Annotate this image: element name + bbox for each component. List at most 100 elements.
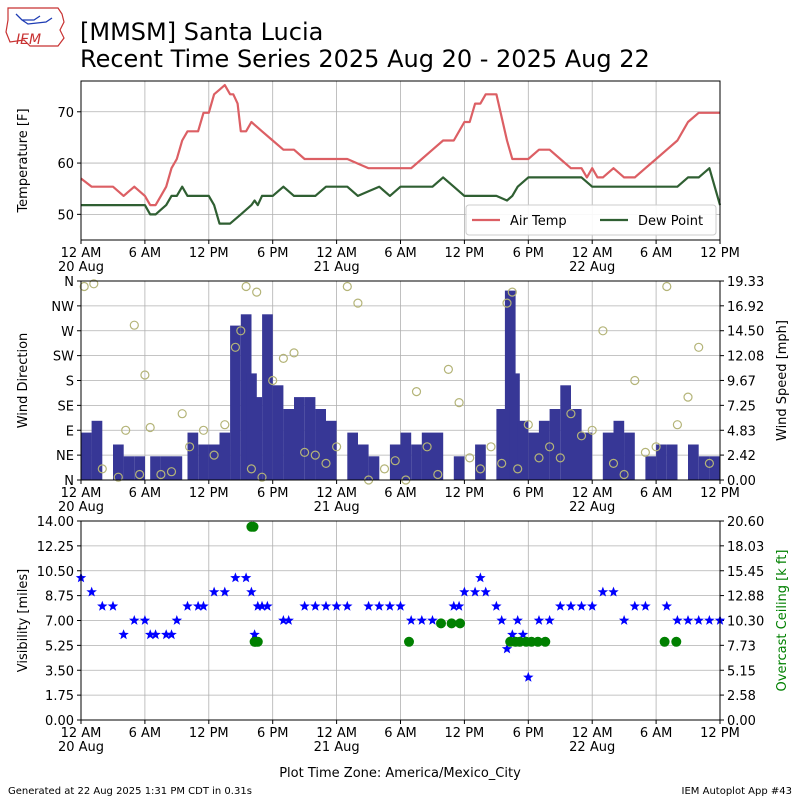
vis-y2-axis-label: Overcast Ceiling [k ft] (775, 550, 790, 692)
visibility-point (166, 629, 177, 640)
wind-speed-bar (400, 432, 412, 480)
wind-direction-point (640, 447, 651, 457)
wind-panel: 12 AM 6 AM 12 PM 6 PM 12 AM 6 AM 12 PM 6 PM 12 A… (16, 275, 790, 515)
temp-x-tick-label: 6 AM (129, 246, 162, 261)
wind-direction-point (166, 467, 177, 477)
wind-y-tick-label: N (64, 474, 74, 489)
wind-x-tick-label: 12 AM (572, 486, 613, 501)
wind-direction-point (566, 409, 576, 419)
vis-x-tick-label: 12 PM (700, 726, 740, 741)
wind-direction-point (156, 469, 166, 480)
wind-direction-point (390, 456, 400, 466)
wind-speed-bar (123, 456, 135, 480)
wind-direction-point (342, 281, 352, 292)
wind-y2-tick-label: 14.50 (727, 325, 764, 340)
visibility-point (283, 615, 294, 625)
wind-direction-point (230, 342, 240, 352)
visibility-point (278, 615, 289, 625)
ceiling-point (248, 521, 259, 532)
dew-point-line (81, 167, 722, 225)
vis-x-date-label: 22 Aug (569, 740, 615, 755)
visibility-point (512, 615, 523, 625)
vis-x-tick-label: 12 AM (316, 726, 357, 741)
wind-direction-point (576, 431, 587, 441)
temp-x-tick-label: 12 PM (445, 246, 485, 261)
visibility-point (198, 600, 209, 611)
ceiling-point (446, 618, 457, 629)
wind-y2-tick-label: 2.42 (727, 449, 756, 464)
ceiling-point (540, 636, 551, 647)
legend-label-air-temp: Air Temp (510, 214, 567, 229)
wind-speed-bar (432, 432, 444, 480)
wind-direction-point (433, 469, 443, 480)
wind-y2-tick-label: 19.33 (727, 275, 764, 290)
visibility-point (501, 643, 513, 654)
vis-x-tick-label: 6 AM (129, 726, 162, 741)
wind-speed-bar (656, 444, 667, 480)
wind-x-date-label: 22 Aug (569, 500, 615, 515)
visibility-point (256, 600, 268, 611)
wind-y2-tick-label: 4.83 (727, 424, 756, 439)
vis-x-tick-label: 12 PM (445, 726, 485, 741)
x-axis-label: Plot Time Zone: America/Mexico_City (279, 766, 521, 781)
visibility-point (262, 600, 273, 611)
visibility-point (469, 586, 481, 597)
wind-speed-bar (368, 456, 380, 480)
wind-direction-point (246, 464, 256, 474)
visibility-point (320, 600, 332, 611)
visibility-point (496, 615, 507, 625)
wind-speed-bar (325, 420, 337, 480)
visibility-point (608, 586, 619, 597)
wind-speed-bar (517, 420, 529, 480)
wind-y-tick-label: S (66, 375, 74, 390)
visibility-point (533, 615, 545, 625)
wind-direction-point (121, 425, 131, 435)
wind-y-tick-label: N (64, 275, 74, 290)
vis-y-tick-label: 1.75 (45, 689, 74, 704)
vis-y-tick-label: 0.00 (45, 714, 74, 729)
temp-y-tick-label: 50 (57, 208, 74, 223)
temp-x-date-label: 22 Aug (569, 260, 615, 275)
wind-speed-bar (496, 409, 508, 480)
wind-y-tick-label: W (61, 325, 74, 340)
app-label: IEM Autoplot App #43 (682, 786, 792, 797)
temp-legend: Air Temp Dew Point (465, 204, 717, 236)
wind-direction-point (683, 392, 693, 402)
visibility-point (544, 615, 555, 625)
wind-direction-point (619, 469, 629, 480)
vis-y2-tick-label: 15.45 (727, 565, 764, 580)
wind-direction-point (241, 281, 251, 292)
ceiling-point (532, 636, 543, 647)
wind-speed-bar (411, 444, 422, 480)
wind-y-tick-label: NW (51, 300, 74, 315)
ceiling-point (404, 636, 414, 647)
legend-label-dew-point: Dew Point (638, 214, 703, 229)
temp-x-tick-label: 12 PM (700, 246, 740, 261)
visibility-point (129, 615, 140, 625)
wind-direction-point (185, 442, 195, 452)
wind-direction-point (321, 458, 331, 468)
vis-y-axis-label: Visibility [miles] (16, 569, 31, 672)
visibility-point (161, 629, 172, 640)
wind-x-tick-label: 6 AM (129, 486, 162, 501)
visibility-point (192, 600, 204, 611)
vis-frame (80, 520, 721, 721)
visibility-point (565, 600, 577, 611)
wind-direction-point (651, 442, 661, 452)
wind-direction-point (177, 409, 187, 419)
visibility-point (230, 572, 241, 583)
temp-x-tick-label: 12 AM (316, 246, 357, 261)
wind-y2-tick-label: 7.25 (727, 399, 756, 414)
wind-direction-point (704, 458, 715, 468)
wind-x-date-label: 21 Aug (314, 500, 360, 515)
wind-speed-bar (624, 432, 635, 480)
visibility-point (139, 615, 151, 625)
wind-direction-point (79, 281, 89, 292)
wind-speed-bar (272, 385, 284, 480)
vis-x-tick-label: 6 PM (513, 726, 544, 741)
wind-speed-bar (230, 325, 241, 480)
wind-y-tick-label: SW (53, 350, 74, 365)
wind-speed-bar (549, 409, 561, 480)
wind-speed-bar (134, 456, 145, 480)
wind-direction-point (140, 370, 150, 380)
